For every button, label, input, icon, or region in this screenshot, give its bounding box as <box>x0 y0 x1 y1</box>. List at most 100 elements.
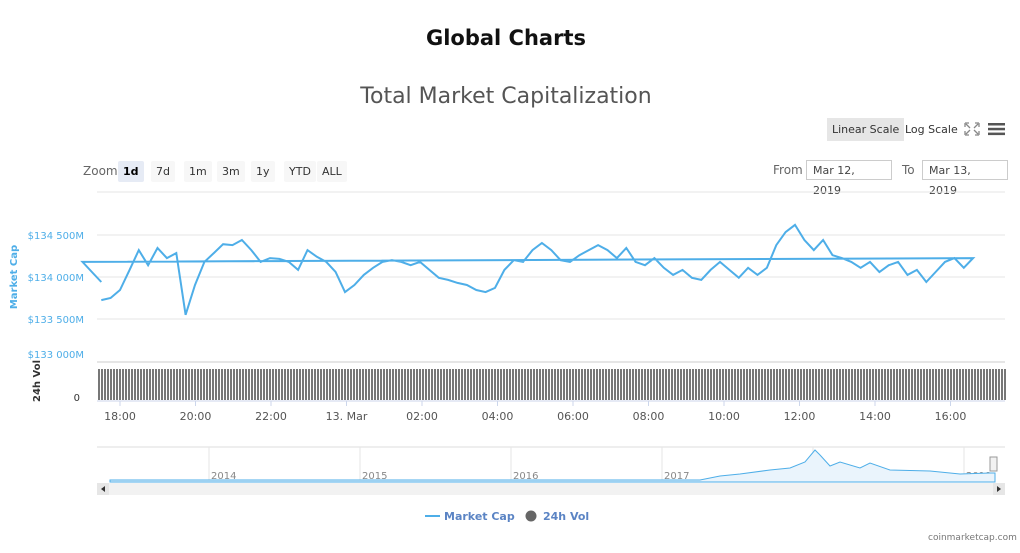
volume-bar <box>392 369 394 400</box>
volume-bar <box>794 369 796 400</box>
volume-bar <box>695 369 697 400</box>
volume-bar <box>188 369 190 400</box>
volume-bar <box>980 369 982 400</box>
zoom-all-button[interactable]: ALL <box>317 161 347 182</box>
hamburger-icon[interactable] <box>988 122 1005 136</box>
zoom-ytd-button[interactable]: YTD <box>284 161 316 182</box>
volume-bar <box>269 369 271 400</box>
volume-bar <box>752 369 754 400</box>
volume-bar <box>380 369 382 400</box>
volume-bar <box>512 369 514 400</box>
volume-bar <box>626 369 628 400</box>
volume-bar <box>218 369 220 400</box>
volume-bar <box>272 369 274 400</box>
volume-bar <box>716 369 718 400</box>
volume-bar <box>779 369 781 400</box>
volume-bar <box>371 369 373 400</box>
volume-bar <box>662 369 664 400</box>
volume-bar <box>974 369 976 400</box>
volume-bar <box>809 369 811 400</box>
volume-bar <box>128 369 130 400</box>
volume-bar <box>260 369 262 400</box>
volume-bar <box>782 369 784 400</box>
volume-bar <box>920 369 922 400</box>
volume-bar <box>368 369 370 400</box>
volume-bar <box>878 369 880 400</box>
volume-bar <box>110 369 112 400</box>
volume-bar <box>119 369 121 400</box>
volume-bar <box>278 369 280 400</box>
volume-bar <box>854 369 856 400</box>
volume-bar <box>248 369 250 400</box>
volume-bar <box>941 369 943 400</box>
volume-bar <box>629 369 631 400</box>
volume-bar <box>284 369 286 400</box>
volume-bar <box>749 369 751 400</box>
volume-bar <box>425 369 427 400</box>
volume-bar <box>743 369 745 400</box>
volume-bar <box>194 369 196 400</box>
log-scale-button[interactable]: Log Scale <box>905 123 958 136</box>
volume-bar <box>263 369 265 400</box>
volume-bar <box>860 369 862 400</box>
volume-bar <box>683 369 685 400</box>
expand-icon[interactable] <box>964 122 980 136</box>
volume-bar <box>155 369 157 400</box>
volume-bar <box>869 369 871 400</box>
volume-bar <box>827 369 829 400</box>
volume-bar <box>497 369 499 400</box>
navigator-scrollbar[interactable] <box>97 483 1005 495</box>
volume-bar <box>122 369 124 400</box>
to-date-input[interactable]: Mar 13, 2019 <box>922 160 1008 197</box>
volume-bar <box>332 369 334 400</box>
navigator-year-label: 2015 <box>362 471 387 482</box>
volume-bar <box>905 369 907 400</box>
volume-bar <box>731 369 733 400</box>
zoom-1d-button[interactable]: 1d <box>118 161 144 182</box>
volume-bar <box>680 369 682 400</box>
linear-scale-button[interactable]: Linear Scale <box>827 118 905 141</box>
volume-bar <box>755 369 757 400</box>
volume-bar <box>428 369 430 400</box>
volume-bar <box>824 369 826 400</box>
volume-bar <box>704 369 706 400</box>
volume-bar <box>221 369 223 400</box>
volume-bar <box>866 369 868 400</box>
volume-bar <box>521 369 523 400</box>
y-tick-label: $133 000M <box>28 350 84 361</box>
from-date-input[interactable]: Mar 12, 2019 <box>806 160 892 197</box>
arrow-right-icon <box>997 486 1001 492</box>
navigator-handle[interactable] <box>989 456 998 472</box>
volume-bar <box>458 369 460 400</box>
legend-24h-vol[interactable]: 24h Vol <box>543 510 590 523</box>
volume-bar <box>851 369 853 400</box>
volume-bar <box>938 369 940 400</box>
volume-bar <box>539 369 541 400</box>
zoom-7d-button[interactable]: 7d <box>151 161 175 182</box>
volume-bar <box>290 369 292 400</box>
volume-bar <box>500 369 502 400</box>
volume-bar <box>746 369 748 400</box>
zoom-3m-button[interactable]: 3m <box>217 161 245 182</box>
volume-bar <box>311 369 313 400</box>
volume-bar <box>407 369 409 400</box>
volume-bar <box>134 369 136 400</box>
legend-market-cap[interactable]: Market Cap <box>444 510 515 523</box>
zoom-1y-button[interactable]: 1y <box>251 161 275 182</box>
volume-bar <box>509 369 511 400</box>
volume-bar <box>896 369 898 400</box>
y-tick-label: $134 500M <box>28 231 84 242</box>
volume-bar <box>401 369 403 400</box>
credit-link[interactable]: coinmarketcap.com <box>928 533 1017 543</box>
volume-bar <box>635 369 637 400</box>
volume-bar <box>638 369 640 400</box>
volume-bar <box>641 369 643 400</box>
volume-bar <box>299 369 301 400</box>
volume-bar <box>968 369 970 400</box>
volume-bar <box>335 369 337 400</box>
volume-bar <box>764 369 766 400</box>
zoom-1m-button[interactable]: 1m <box>184 161 212 182</box>
volume-bar <box>797 369 799 400</box>
navigator-year-label: 2017 <box>664 471 689 482</box>
volume-bar <box>956 369 958 400</box>
